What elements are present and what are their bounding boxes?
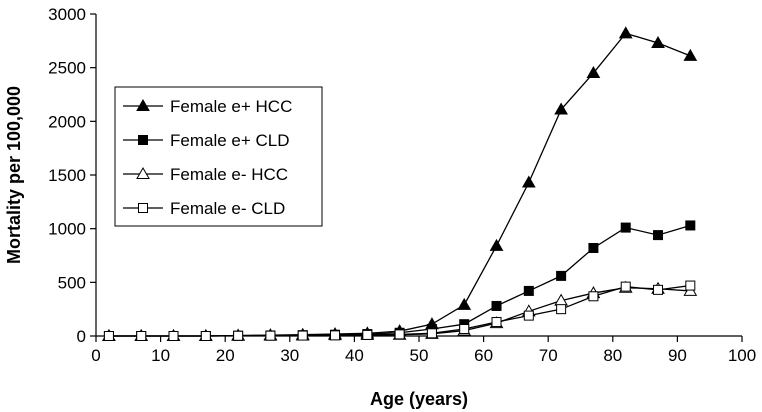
data-point xyxy=(459,324,470,335)
x-tick-label: 60 xyxy=(474,346,493,365)
legend-marker xyxy=(136,166,150,179)
data-point xyxy=(554,102,568,115)
data-point xyxy=(297,330,308,341)
x-tick-label: 100 xyxy=(728,346,756,365)
data-point xyxy=(653,230,664,241)
data-point xyxy=(521,175,536,188)
data-point xyxy=(618,26,633,39)
data-point xyxy=(330,330,341,341)
series-2 xyxy=(103,220,696,341)
series-layer xyxy=(102,26,698,341)
x-tick-label: 40 xyxy=(345,346,364,365)
legend-marker xyxy=(138,203,148,213)
data-point xyxy=(683,48,698,61)
legend-label: Female e+ CLD xyxy=(170,131,290,150)
y-tick-label: 500 xyxy=(58,273,86,292)
y-tick-label: 0 xyxy=(77,327,86,346)
data-point xyxy=(653,284,664,295)
data-point xyxy=(457,297,472,310)
data-point xyxy=(523,285,534,296)
data-point xyxy=(620,222,631,233)
x-tick-label: 70 xyxy=(539,346,558,365)
legend: Female e+ HCC Female e+ CLD Female e- HCC F… xyxy=(114,86,323,227)
x-axis-title: Age (years) xyxy=(370,389,468,409)
data-point xyxy=(685,280,696,291)
x-tick-label: 80 xyxy=(603,346,622,365)
data-point xyxy=(586,66,601,79)
x-tick-label: 50 xyxy=(410,346,429,365)
data-point xyxy=(136,331,147,341)
legend-marker xyxy=(136,98,150,111)
legend-marker xyxy=(138,135,148,145)
data-point xyxy=(685,220,696,231)
y-tick-label: 2500 xyxy=(48,59,86,78)
y-tick-label: 3000 xyxy=(48,5,86,24)
data-point xyxy=(489,238,504,251)
data-point xyxy=(233,330,244,341)
axes: 0 500 1000 1500 2000 2500 3000 0 10 20 30 40 50 60 70 8… xyxy=(48,5,756,365)
data-point xyxy=(491,317,502,328)
x-tick-label: 30 xyxy=(280,346,299,365)
data-point xyxy=(491,300,502,311)
data-point xyxy=(394,329,405,340)
data-point xyxy=(620,281,631,292)
legend-label: Female e- CLD xyxy=(170,199,285,218)
data-point xyxy=(200,331,211,341)
y-tick-label: 2000 xyxy=(48,112,86,131)
data-point xyxy=(588,242,599,253)
legend-box xyxy=(114,86,323,227)
data-point xyxy=(168,331,179,341)
legend-label: Female e+ HCC xyxy=(170,97,292,116)
x-tick-label: 0 xyxy=(91,346,100,365)
data-point xyxy=(556,304,567,315)
y-axis-title: Mortality per 100,000 xyxy=(4,86,24,264)
y-tick-label: 1500 xyxy=(48,166,86,185)
data-point xyxy=(651,35,665,48)
series-4 xyxy=(103,280,696,341)
x-tick-label: 90 xyxy=(668,346,687,365)
data-point xyxy=(588,291,599,302)
data-point xyxy=(103,331,114,341)
legend-label: Female e- HCC xyxy=(170,165,288,184)
data-point xyxy=(523,310,534,321)
x-tick-label: 20 xyxy=(216,346,235,365)
series-line xyxy=(108,224,691,337)
data-point xyxy=(362,329,373,340)
data-point xyxy=(265,330,276,341)
data-point xyxy=(426,328,437,339)
x-tick-label: 10 xyxy=(151,346,170,365)
data-point xyxy=(556,270,567,281)
y-tick-label: 1000 xyxy=(48,220,86,239)
